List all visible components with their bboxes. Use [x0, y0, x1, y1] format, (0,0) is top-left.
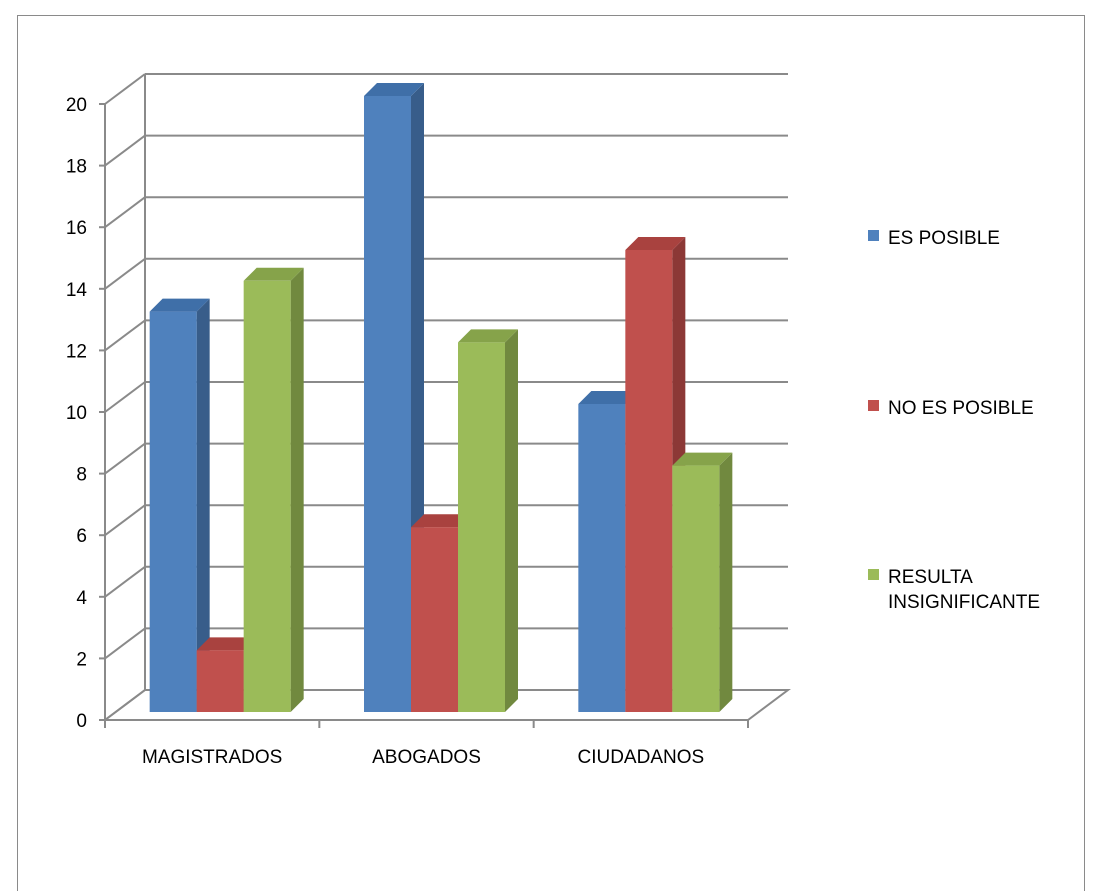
bar: [411, 527, 458, 712]
y-tick-label: 16: [66, 218, 87, 239]
bar-top: [243, 267, 304, 281]
y-tick-label: 6: [76, 526, 87, 547]
gridline-diagonal: [104, 627, 146, 660]
bar: [364, 96, 411, 712]
bar: [149, 311, 197, 712]
gridline-diagonal: [104, 319, 146, 352]
bar-side: [196, 298, 210, 712]
bar-top: [458, 329, 518, 343]
gridline-diagonal: [104, 504, 146, 537]
gridline-diagonal: [104, 381, 146, 413]
legend-swatch: [868, 400, 879, 411]
gridline-diagonal: [104, 565, 146, 598]
bar-top: [578, 391, 639, 404]
legend-label: RESULTA: [888, 567, 973, 588]
x-tick-label: CIUDADANOS: [577, 747, 704, 768]
y-tick-label: 2: [76, 649, 87, 670]
bar-side: [290, 267, 304, 712]
bar-top: [196, 637, 257, 651]
legend-label: INSIGNIFICANTE: [888, 592, 1040, 613]
gridline-diagonal: [104, 134, 146, 167]
bar-top: [411, 514, 471, 528]
y-tick-label: 12: [66, 341, 87, 362]
bar: [458, 342, 505, 712]
y-tick-label: 0: [76, 711, 87, 732]
bar-top: [364, 83, 424, 96]
legend-label: ES POSIBLE: [888, 228, 1000, 249]
bar: [625, 250, 673, 712]
legend-swatch: [868, 569, 879, 580]
x-tick-label: ABOGADOS: [372, 747, 481, 768]
bar-top: [672, 452, 733, 466]
bar: [243, 280, 291, 712]
bar: [578, 404, 626, 712]
bar-side: [719, 452, 733, 712]
gridline-diagonal: [104, 196, 146, 228]
bar-side: [505, 329, 518, 712]
bar: [196, 650, 244, 712]
x-tick-label: MAGISTRADOS: [142, 747, 282, 768]
bar-top: [149, 298, 210, 312]
y-tick-label: 10: [66, 403, 87, 424]
gridline-diagonal: [104, 257, 146, 290]
y-tick-label: 14: [66, 280, 88, 301]
gridline-diagonal: [104, 73, 146, 105]
y-tick-label: 8: [76, 465, 87, 486]
bar-top: [625, 237, 686, 250]
gridline-diagonal: [104, 442, 146, 475]
legend-label: NO ES POSIBLE: [888, 398, 1034, 419]
legend-swatch: [868, 230, 879, 241]
y-tick-label: 20: [66, 95, 87, 116]
y-tick-label: 18: [66, 157, 87, 178]
y-tick-label: 4: [76, 588, 87, 609]
bar: [672, 465, 720, 712]
